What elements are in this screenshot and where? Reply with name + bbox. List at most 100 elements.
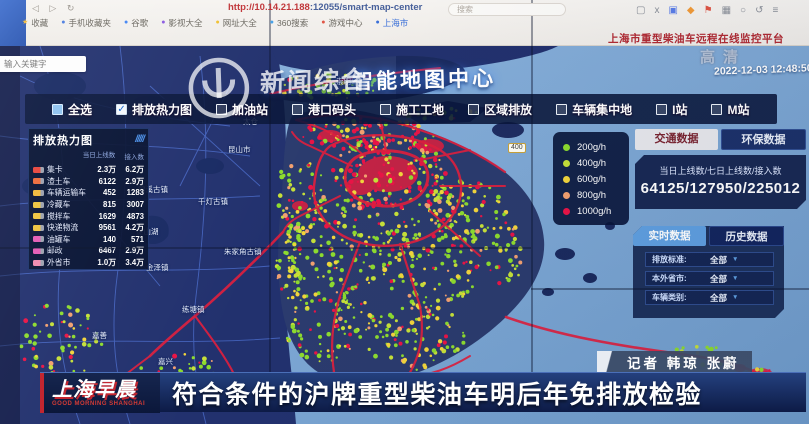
layer-label: M站 bbox=[727, 102, 750, 117]
tab-实时数据[interactable]: 实时数据 bbox=[633, 226, 706, 246]
tab-历史数据[interactable]: 历史数据 bbox=[709, 226, 784, 246]
legend-label: 200g/h bbox=[577, 141, 607, 153]
checkbox-icon: ✓ bbox=[116, 103, 128, 115]
truck-icon bbox=[33, 259, 44, 266]
reporter-credit: 记者 韩琼 张蔚 bbox=[597, 351, 752, 373]
undo-icon[interactable]: ↺ bbox=[755, 5, 764, 16]
bookmark-item[interactable]: ● 手机收藏夹 bbox=[61, 17, 111, 29]
browser-search-box[interactable]: 搜索 bbox=[448, 3, 566, 16]
translate-icon[interactable]: ▣ bbox=[668, 5, 678, 16]
bookmark-label: 收藏 bbox=[31, 18, 49, 28]
layer-checkbox-港口码头[interactable]: 港口码头 bbox=[292, 101, 356, 118]
legend-item: 400g/h bbox=[563, 155, 629, 171]
table-row[interactable]: 冷藏车 815 3007 bbox=[33, 199, 144, 211]
vehicle-type: 渣土车 bbox=[47, 176, 71, 186]
column-header-today: 当日上线数 bbox=[82, 151, 116, 159]
table-row[interactable]: 搅拌车 1629 4873 bbox=[33, 210, 144, 222]
table-row[interactable]: 邮政 6467 2.9万 bbox=[33, 245, 144, 257]
layer-checkbox-施工工地[interactable]: 施工工地 bbox=[380, 101, 444, 118]
loop-icon[interactable]: ○ bbox=[740, 5, 747, 16]
legend-label: 800g/h bbox=[577, 189, 607, 201]
today-online-count: 6467 bbox=[98, 246, 116, 256]
apps-icon[interactable]: ▦ bbox=[721, 5, 732, 16]
map-town-label: 昆山市 bbox=[228, 145, 251, 154]
legend-label: 600g/h bbox=[577, 173, 607, 185]
heatmap-dots bbox=[19, 72, 776, 396]
site-icon: ● bbox=[375, 19, 380, 26]
bookmark-item[interactable]: ● 网址大全 bbox=[216, 17, 257, 29]
address-bar[interactable]: http://10.14.21.188:12055/smart-map-cent… bbox=[228, 2, 422, 13]
truck-icon bbox=[33, 166, 44, 173]
emission-ranking-panel: 排放热力图 ///// 当日上线数 接入数 集卡 2.3万 6.2万 渣土车 6122 2… bbox=[28, 128, 149, 270]
table-row[interactable]: 集卡 2.3万 6.2万 bbox=[33, 164, 144, 176]
layer-checkbox-车辆集中地[interactable]: 车辆集中地 bbox=[556, 101, 632, 118]
map-search-input[interactable] bbox=[0, 56, 86, 72]
legend-dot-icon bbox=[563, 207, 570, 215]
checkbox-icon bbox=[556, 103, 568, 115]
tab-环保数据[interactable]: 环保数据 bbox=[721, 129, 806, 150]
map-chongming-east bbox=[396, 55, 466, 99]
site-icon: ● bbox=[161, 19, 166, 26]
window-icon[interactable]: ▢ bbox=[636, 5, 646, 16]
flag-icon[interactable]: ⚑ bbox=[703, 5, 713, 16]
hd-watermark: 高清 bbox=[700, 49, 747, 66]
table-row[interactable]: 油罐车 140 571 bbox=[33, 234, 144, 246]
traffic-data-panel: 交通数据 环保数据 当日上线数/七日上线数/接入数 64125/127950/22… bbox=[635, 129, 806, 209]
tab-交通数据[interactable]: 交通数据 bbox=[635, 129, 718, 150]
star-icon: ★ bbox=[22, 19, 29, 26]
layer-label: 全选 bbox=[68, 102, 93, 117]
today-online-count: 6122 bbox=[98, 176, 116, 186]
registered-count: 2.9万 bbox=[125, 176, 144, 186]
map-town-label: 练塘镇 bbox=[182, 305, 205, 314]
table-row[interactable]: 渣土车 6122 2.9万 bbox=[33, 176, 144, 188]
layer-checkbox-排放热力图[interactable]: ✓ 排放热力图 bbox=[116, 101, 192, 118]
layer-checkbox-区域排放[interactable]: 区域排放 bbox=[468, 101, 532, 118]
layer-checkbox-I站[interactable]: I站 bbox=[656, 101, 687, 118]
layer-label: 施工工地 bbox=[396, 102, 445, 117]
layer-checkbox-M站[interactable]: M站 bbox=[711, 101, 749, 118]
bookmark-item[interactable]: ● 游戏中心 bbox=[321, 17, 362, 29]
bookmark-label: 上海市 bbox=[382, 18, 409, 28]
bookmark-item[interactable]: ● 影视大全 bbox=[161, 17, 202, 29]
table-row[interactable]: 快递物流 9561 4.2万 bbox=[33, 222, 144, 234]
shield-icon[interactable]: ◆ bbox=[686, 5, 695, 16]
browser-toolbar: ▢ x ▣ ◆ ⚑ ▦ ○ ↺ ≡ bbox=[636, 5, 778, 17]
menu-icon[interactable]: ≡ bbox=[772, 5, 779, 16]
checkbox-icon bbox=[656, 103, 668, 115]
registered-count: 571 bbox=[130, 234, 144, 244]
bookmark-label: 360搜索 bbox=[277, 18, 309, 28]
bookmark-item[interactable]: ● 360搜索 bbox=[270, 17, 308, 29]
table-row[interactable]: 外省市 1.0万 3.4万 bbox=[33, 257, 144, 269]
video-wall-edge bbox=[0, 46, 20, 424]
url-host: http://10.14.21.188 bbox=[228, 2, 310, 13]
column-header-total: 接入数 bbox=[124, 153, 145, 161]
vehicle-type: 车辆运输车 bbox=[47, 188, 86, 198]
platform-title: 上海市重型柴油车远程在线监控平台 bbox=[608, 33, 784, 45]
realtime-data-panel: 实时数据 历史数据 排放标准: 全部 ▼ 本外省市: 全部 ▼ 车辆类别: 全部 ▼ bbox=[633, 226, 784, 318]
layer-label: 车辆集中地 bbox=[572, 102, 633, 117]
filter-dropdown[interactable]: 排放标准: 全部 ▼ bbox=[645, 252, 774, 267]
bookmark-item[interactable]: ● 上海市 bbox=[375, 17, 408, 29]
extension-x-icon[interactable]: x bbox=[654, 5, 660, 16]
today-online-count: 2.3万 bbox=[97, 165, 116, 175]
checkbox-icon bbox=[380, 103, 392, 115]
registered-count: 1283 bbox=[126, 188, 144, 198]
vehicle-type: 集卡 bbox=[47, 165, 63, 175]
traffic-metric-box: 当日上线数/七日上线数/接入数 64125/127950/225012 bbox=[635, 155, 806, 209]
filter-dropdown[interactable]: 本外省市: 全部 ▼ bbox=[645, 271, 774, 286]
legend-item: 800g/h bbox=[563, 187, 629, 203]
layer-checkbox-全选[interactable]: 全选 bbox=[52, 101, 92, 118]
news-headline: 符合条件的沪牌重型柴油车明后年免排放检验 bbox=[172, 380, 703, 409]
bezel-vertical-left bbox=[269, 0, 271, 372]
map-town-label: 朱家角古镇 bbox=[224, 247, 262, 256]
table-row[interactable]: 车辆运输车 452 1283 bbox=[33, 187, 144, 199]
bookmark-item[interactable]: ★ 收藏 bbox=[22, 17, 48, 29]
layer-label: I站 bbox=[672, 102, 688, 117]
filter-dropdown[interactable]: 车辆类别: 全部 ▼ bbox=[645, 290, 774, 305]
registered-count: 3.4万 bbox=[125, 258, 144, 268]
bookmark-item[interactable]: ● 谷歌 bbox=[124, 17, 148, 29]
site-icon: ● bbox=[124, 19, 129, 26]
browser-nav-icons[interactable]: ◁ ▷ ↻ bbox=[32, 3, 79, 13]
bookmark-label: 谷歌 bbox=[131, 18, 149, 28]
